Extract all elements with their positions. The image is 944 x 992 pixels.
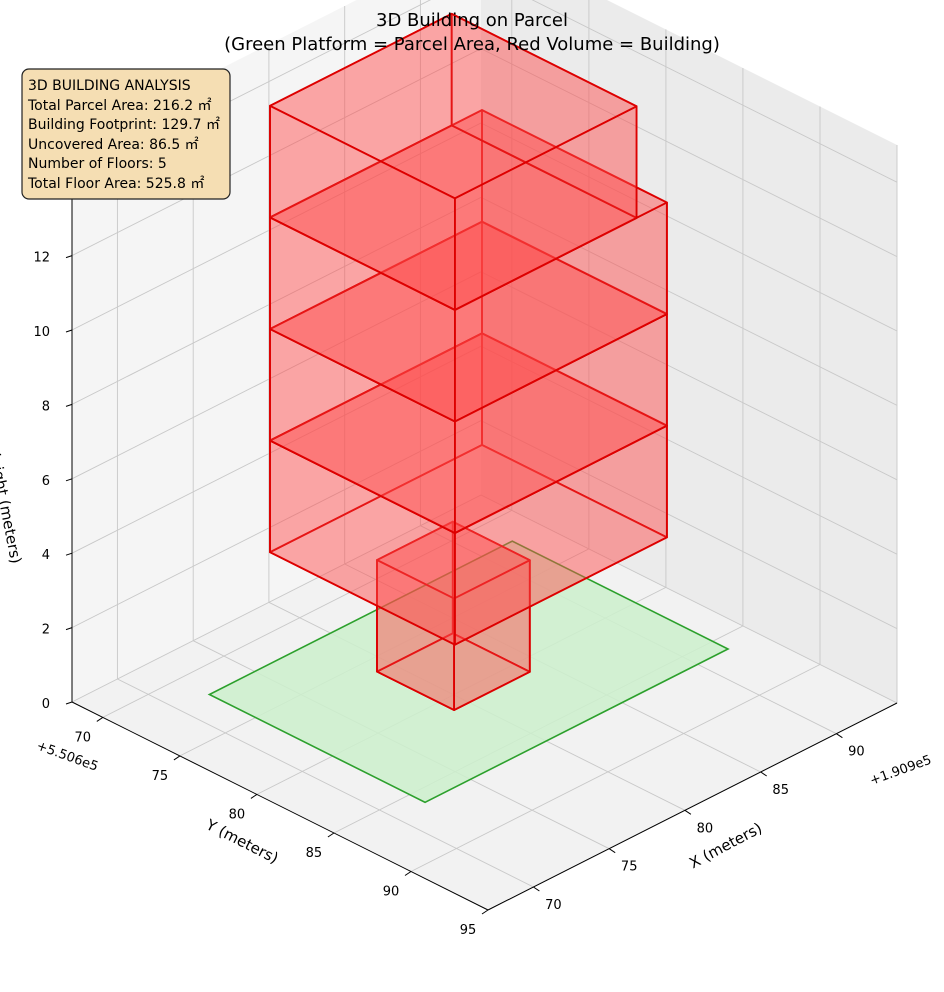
- back-right-pane: [481, 0, 897, 703]
- z-tick-mark: [65, 552, 73, 556]
- x-tick-label: 75: [621, 860, 638, 875]
- y-gridline: [410, 664, 821, 872]
- x-tick-label: 80: [697, 821, 714, 836]
- info-total-floor-area: Total Floor Area: 525.8 ㎡: [27, 176, 204, 192]
- info-building-footprint: Building Footprint: 129.7 ㎡: [28, 117, 220, 133]
- y-tick-label: 80: [229, 807, 246, 822]
- y-tick-label: 70: [75, 730, 92, 745]
- info-number-of-floors: Number of Floors: 5: [28, 156, 167, 172]
- z-tick-label: 6: [42, 474, 50, 489]
- x-tick-mark: [836, 733, 843, 739]
- y-tick-label: 90: [383, 885, 400, 900]
- y-axis-line: [71, 701, 489, 911]
- z-tick-label: 8: [42, 399, 50, 414]
- z-tick-mark: [65, 701, 73, 705]
- z-gridline: [480, 196, 898, 406]
- x-axis-line: [487, 702, 898, 911]
- y-axis-label: Y (meters): [202, 815, 281, 867]
- z-gridline: [531, 0, 898, 183]
- z-tick-mark: [65, 329, 73, 333]
- z-gridline: [480, 48, 898, 258]
- z-tick-label: 4: [42, 548, 50, 563]
- z-gridline: [480, 122, 898, 332]
- chart-title: 3D Building on Parcel: [376, 10, 568, 31]
- y-tick-mark: [173, 755, 181, 761]
- z-gridline: [480, 345, 898, 555]
- axis-panes: [72, 0, 897, 910]
- info-box-background: [21, 68, 231, 200]
- tick-labels: 707580859070758085909502468101214: [33, 176, 864, 938]
- x-tick-label: 85: [772, 783, 789, 798]
- z-gridline: [71, 122, 482, 331]
- z-tick-label: 12: [33, 251, 50, 266]
- z-tick-label: 2: [42, 623, 50, 638]
- info-total-parcel-area: Total Parcel Area: 216.2 ㎡: [27, 98, 212, 114]
- z-gridline: [480, 420, 898, 630]
- x-tick-mark: [684, 809, 692, 815]
- z-tick-label: 0: [42, 697, 50, 712]
- y-gridline: [102, 509, 513, 718]
- y-tick-mark: [404, 871, 412, 876]
- x-tick-mark: [533, 886, 540, 892]
- building-volumes: [207, 12, 730, 804]
- info-uncovered-area: Uncovered Area: 86.5 ㎡: [28, 137, 199, 153]
- z-tick-mark: [65, 255, 73, 259]
- x-tick-mark: [760, 771, 767, 777]
- y-tick-label: 75: [152, 769, 169, 784]
- z-tick-mark: [65, 403, 73, 407]
- info-box-title: 3D BUILDING ANALYSIS: [28, 78, 191, 94]
- parcel-platform: [207, 540, 730, 804]
- z-axis-label: Height (meters): [0, 445, 25, 565]
- z-gridline: [71, 420, 482, 629]
- x-offset-label: +1.909e5: [868, 753, 934, 789]
- floor-5-box: [269, 12, 638, 311]
- chart-subtitle: (Green Platform = Parcel Area, Red Volum…: [224, 34, 720, 55]
- z-gridline: [480, 494, 898, 704]
- floor-1-box: [376, 520, 531, 711]
- y-tick-mark: [327, 832, 335, 838]
- z-gridline: [71, 48, 482, 257]
- floor-5-face-5: [269, 12, 638, 200]
- y-tick-label: 85: [306, 846, 323, 861]
- z-gridline: [71, 196, 482, 405]
- y-tick-mark: [481, 909, 489, 915]
- x-tick-label: 90: [848, 745, 865, 760]
- axis-lines: [71, 144, 898, 911]
- floor-1-face-5: [376, 520, 531, 600]
- y-tick-label: 95: [460, 923, 477, 938]
- z-tick-mark: [65, 478, 73, 482]
- x-tick-label: 70: [545, 898, 562, 913]
- x-gridline: [117, 678, 534, 888]
- y-tick-mark: [96, 716, 104, 722]
- z-gridline: [71, 494, 482, 703]
- z-gridline: [71, 345, 482, 554]
- z-tick-mark: [65, 627, 73, 631]
- info-box: 3D BUILDING ANALYSIS Total Parcel Area: …: [21, 68, 231, 200]
- y-tick-mark: [250, 793, 258, 799]
- x-tick-mark: [608, 848, 616, 854]
- z-gridline: [480, 271, 898, 481]
- z-tick-label: 10: [33, 325, 50, 340]
- z-gridline: [71, 271, 482, 480]
